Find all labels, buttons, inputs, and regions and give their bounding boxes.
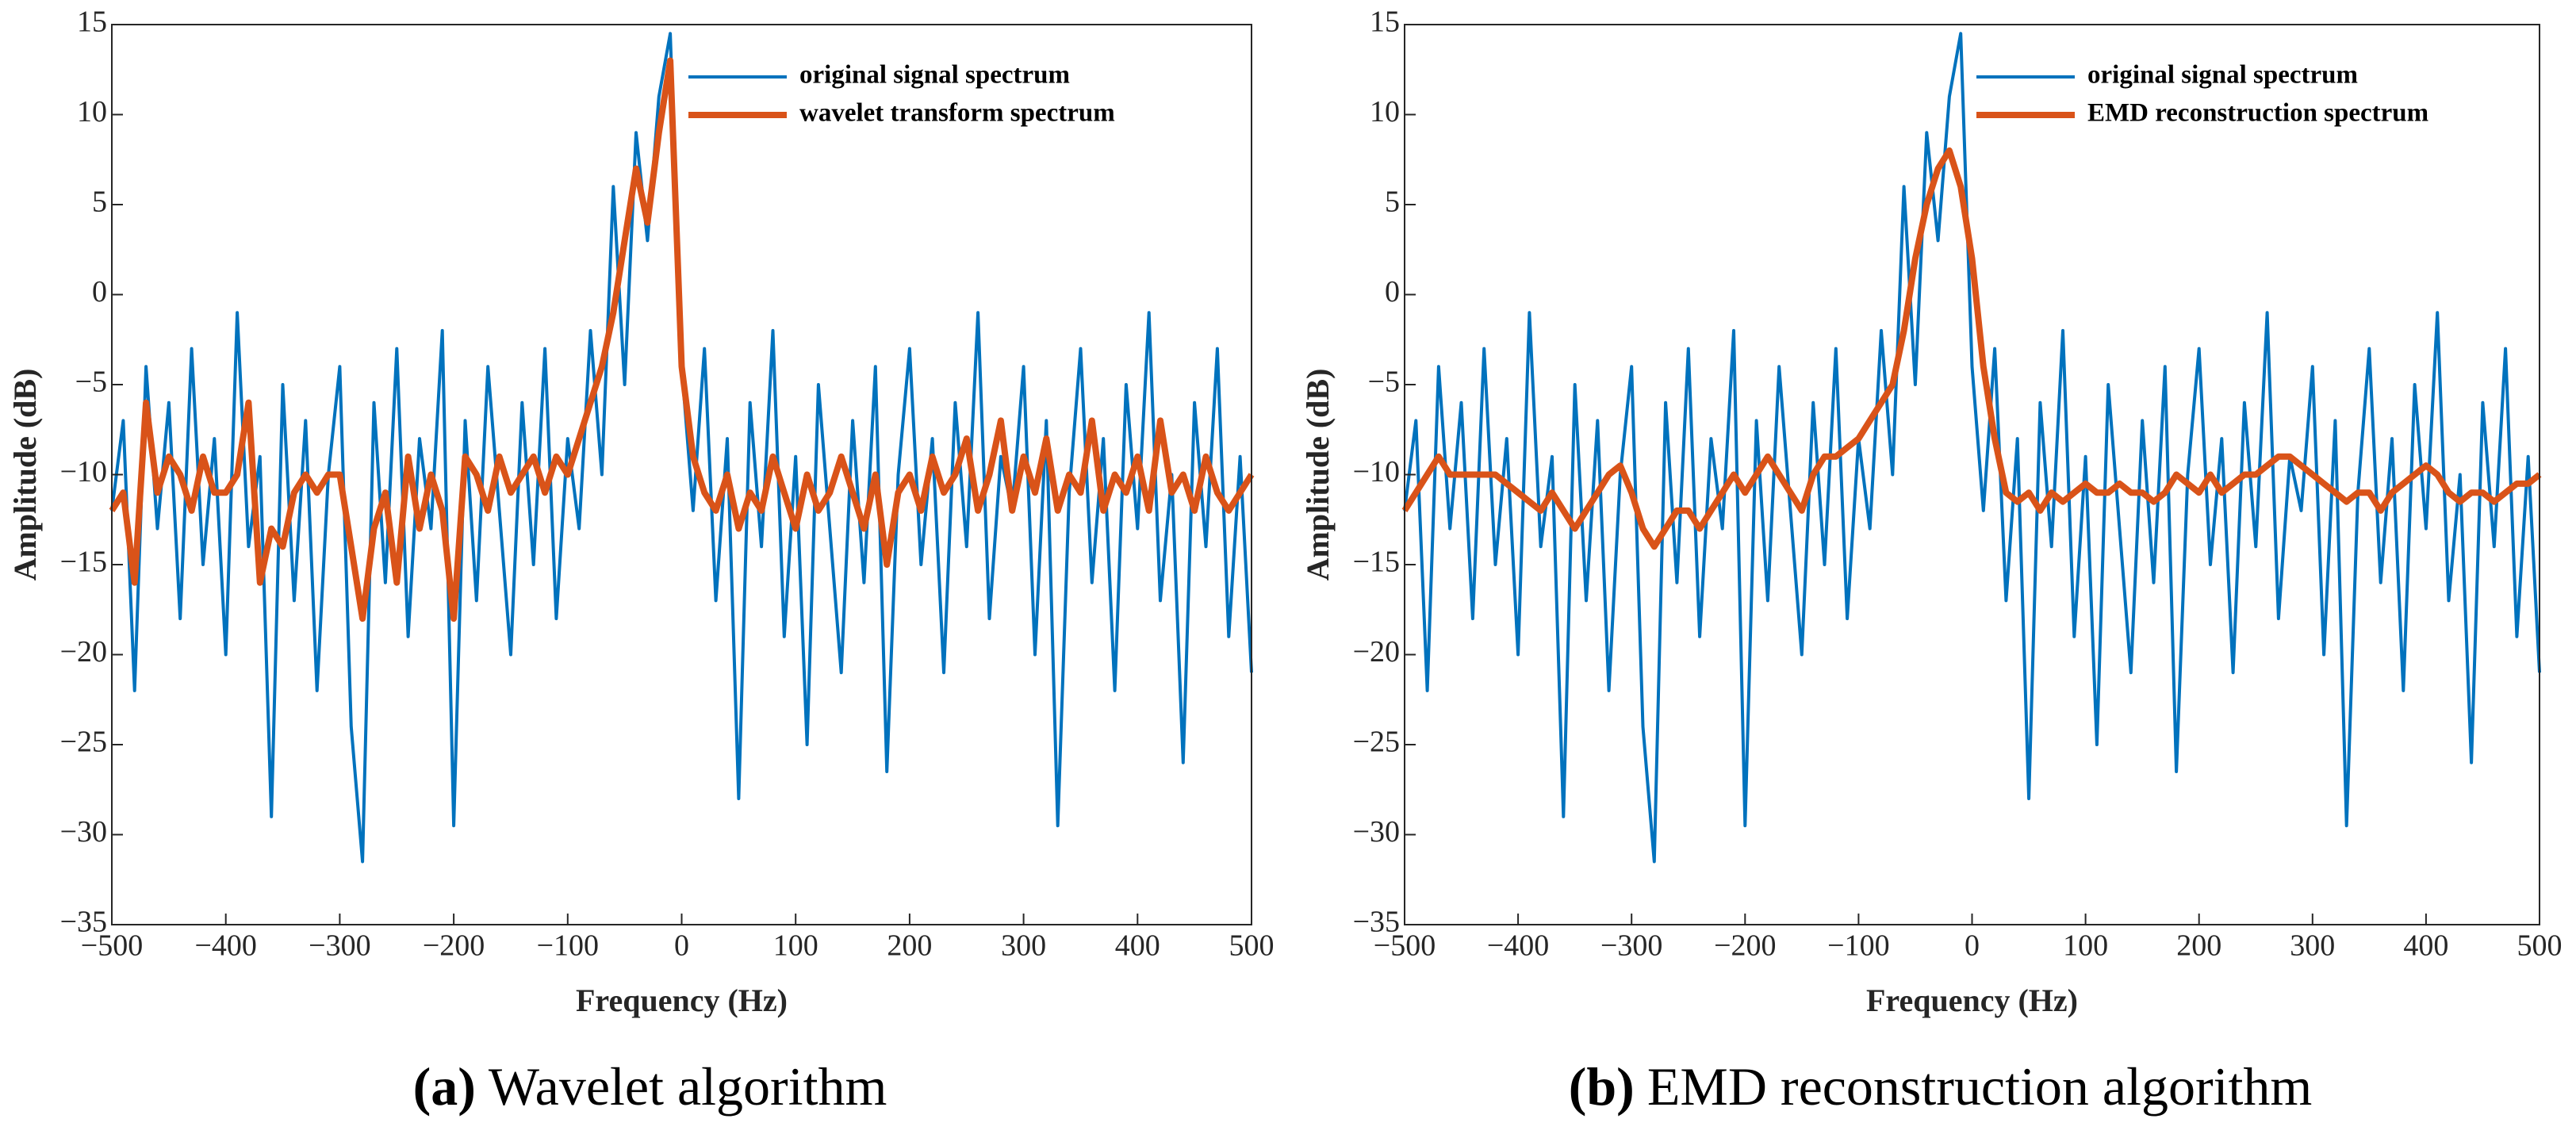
- y-tick-label: 10: [77, 95, 107, 128]
- x-tick-label: 100: [773, 929, 818, 963]
- y-tick-label: −5: [1368, 366, 1400, 399]
- y-tick-label: −35: [60, 906, 107, 939]
- x-axis-label: Frequency (Hz): [1866, 983, 2078, 1018]
- x-tick-label: 300: [2290, 929, 2335, 963]
- caption-tag: (a): [413, 1056, 476, 1117]
- x-tick-label: 400: [2403, 929, 2448, 963]
- y-tick-label: −25: [60, 726, 107, 759]
- x-tick-label: −300: [1600, 929, 1662, 963]
- caption: (b) EMD reconstruction algorithm: [1569, 1056, 2313, 1117]
- y-tick-label: −15: [60, 546, 107, 579]
- caption-tag: (b): [1569, 1056, 1635, 1117]
- y-tick-label: −35: [1353, 906, 1400, 939]
- series-line: [109, 57, 1255, 623]
- caption-text: EMD reconstruction algorithm: [1647, 1056, 2312, 1117]
- x-tick-label: −100: [537, 929, 599, 963]
- caption: (a) Wavelet algorithm: [413, 1056, 887, 1117]
- x-tick-label: −500: [81, 929, 143, 963]
- y-tick-label: 5: [92, 186, 107, 219]
- series-line: [1401, 147, 2542, 550]
- y-tick-label: −15: [1353, 546, 1400, 579]
- legend-label: EMD reconstruction spectrum: [2087, 99, 2428, 128]
- legend-label: original signal spectrum: [2087, 61, 2358, 90]
- x-tick-label: 0: [674, 929, 689, 963]
- x-tick-label: −400: [1487, 929, 1549, 963]
- x-tick-label: 400: [1115, 929, 1160, 963]
- y-tick-label: −10: [60, 455, 107, 488]
- plot-area: [1405, 25, 2540, 925]
- x-tick-label: 100: [2063, 929, 2108, 963]
- x-tick-label: 0: [1965, 929, 1980, 963]
- legend-label: original signal spectrum: [799, 61, 1070, 90]
- x-axis-label: Frequency (Hz): [576, 983, 788, 1018]
- y-tick-label: 0: [1385, 275, 1400, 308]
- y-tick-label: 15: [1370, 6, 1400, 39]
- x-tick-label: 500: [1229, 929, 1275, 963]
- y-axis-label: Amplitude (dB): [7, 369, 43, 581]
- y-tick-label: 5: [1385, 186, 1400, 219]
- x-tick-label: −400: [194, 929, 256, 963]
- x-tick-label: −500: [1374, 929, 1436, 963]
- y-tick-label: 0: [92, 275, 107, 308]
- y-axis-label: Amplitude (dB): [1300, 369, 1336, 581]
- x-tick-label: 500: [2517, 929, 2563, 963]
- y-tick-label: −30: [60, 815, 107, 849]
- y-tick-label: −5: [75, 366, 107, 399]
- x-tick-label: −100: [1827, 929, 1889, 963]
- y-tick-label: −20: [60, 635, 107, 669]
- x-tick-label: −300: [309, 929, 370, 963]
- x-tick-label: −200: [423, 929, 485, 963]
- y-tick-label: 15: [77, 6, 107, 39]
- x-tick-label: −200: [1714, 929, 1776, 963]
- y-tick-label: −25: [1353, 726, 1400, 759]
- x-tick-label: 200: [2176, 929, 2221, 963]
- y-tick-label: −30: [1353, 815, 1400, 849]
- x-tick-label: 300: [1001, 929, 1046, 963]
- series-line: [1403, 32, 2541, 864]
- caption-text: Wavelet algorithm: [489, 1056, 887, 1117]
- x-tick-label: 200: [887, 929, 932, 963]
- legend-label: wavelet transform spectrum: [799, 99, 1115, 128]
- y-tick-label: −20: [1353, 635, 1400, 669]
- y-tick-label: 10: [1370, 95, 1400, 128]
- y-tick-label: −10: [1353, 455, 1400, 488]
